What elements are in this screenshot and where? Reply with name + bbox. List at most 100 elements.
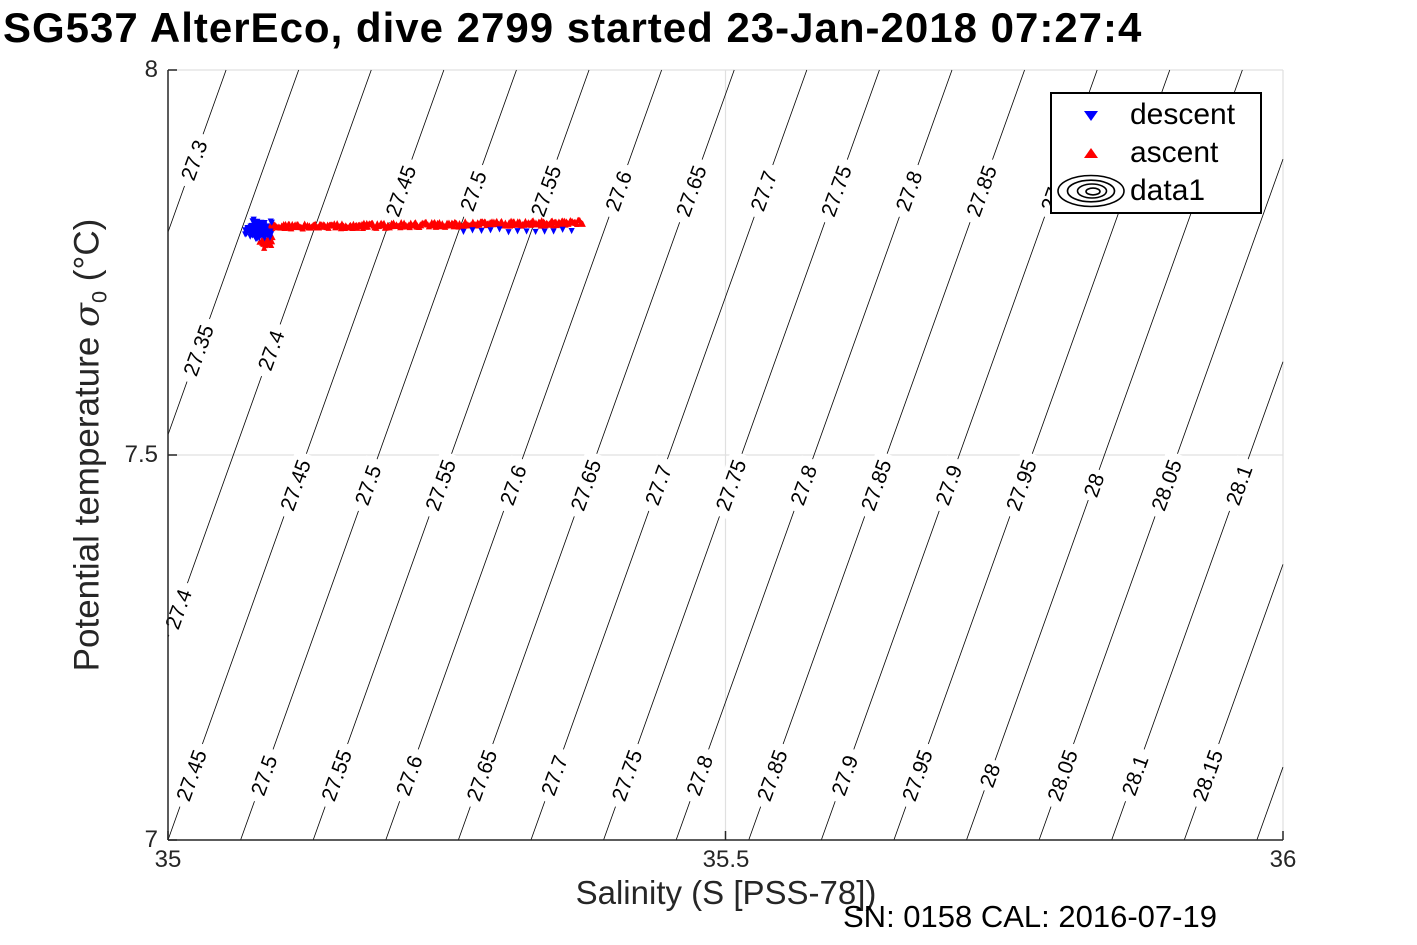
svg-text:27.3: 27.3 [177, 137, 213, 183]
svg-text:27.45: 27.45 [172, 747, 212, 804]
descent-marker [487, 227, 494, 234]
descent-marker [249, 232, 256, 239]
contour-line [1256, 766, 1284, 841]
xtick-35: 35 [154, 846, 182, 873]
ascent-marker [264, 236, 271, 243]
descent-marker [243, 228, 250, 236]
contour-label: 27.75 [708, 449, 753, 521]
sigma-symbol: σ [67, 303, 108, 327]
sigma-subscript: 0 [86, 290, 112, 304]
contour-label: 28.1 [1218, 455, 1260, 515]
descent-marker [260, 230, 268, 237]
contour-label: 27.7 [533, 745, 575, 806]
svg-text:27.4: 27.4 [161, 586, 197, 633]
svg-text:27.8: 27.8 [892, 168, 928, 214]
svg-text:27.65: 27.65 [672, 163, 712, 220]
svg-text:27.75: 27.75 [608, 747, 648, 804]
svg-text:27.95: 27.95 [1002, 457, 1042, 514]
descent-marker [568, 227, 575, 235]
figure-title: SG537 AlterEco, dive 2799 started 23-Jan… [3, 4, 1143, 51]
contour-label: 28.05 [1144, 449, 1189, 521]
contour-label: 27.9 [928, 455, 969, 515]
descent-marker [249, 224, 256, 231]
svg-text:28.05: 28.05 [1147, 457, 1187, 514]
descent-marker [250, 218, 257, 225]
svg-text:27.6: 27.6 [392, 753, 428, 799]
contour-label: 28.1 [1114, 745, 1156, 806]
contour-label: 27.4 [250, 320, 292, 381]
contour-label: 28 [973, 756, 1006, 795]
contour-label: 27.3 [173, 130, 215, 190]
contour-label: 27.75 [813, 155, 859, 227]
ascent-marker [268, 241, 275, 249]
ytick-7-5: 7.5 [124, 441, 158, 468]
contour-label: 27.6 [388, 745, 430, 806]
svg-text:27.5: 27.5 [456, 168, 492, 214]
descent-marker [252, 229, 260, 236]
descent-marker [460, 228, 467, 236]
descent-marker [469, 227, 476, 234]
legend-label-descent: descent [1130, 98, 1236, 131]
contour-label: 27.85 [853, 449, 899, 521]
contour-label: 27.65 [563, 449, 608, 521]
contour-label: 27.4 [157, 579, 199, 639]
y-axis-label: Potential temperature σ0 (°C) [68, 219, 113, 672]
svg-text:27.5: 27.5 [351, 462, 387, 508]
legend-label-ascent: ascent [1130, 136, 1219, 169]
contour-label: 27.85 [749, 740, 795, 811]
svg-text:27.8: 27.8 [682, 753, 718, 799]
svg-text:27.55: 27.55 [421, 457, 461, 514]
ts-diagram-plot-area: 27.3 27.35 27.4 27.4 27.45 27.5 27.55 27.6 27.65… [157, 69, 1284, 841]
svg-text:27.7: 27.7 [537, 753, 573, 799]
svg-text:28.15: 28.15 [1189, 747, 1229, 804]
contour-label: 28.15 [1185, 740, 1230, 811]
xtick-35-5: 35.5 [702, 846, 750, 873]
contour-label: 27.65 [668, 155, 714, 227]
svg-text:27.45: 27.45 [276, 457, 316, 514]
descent-marker [496, 226, 503, 233]
descent-marker [541, 228, 548, 235]
contour-label: 27.85 [959, 155, 1004, 227]
descent-marker [261, 235, 268, 242]
svg-text:27.75: 27.75 [712, 457, 752, 514]
x-axis-label: Salinity (S [PSS-78]) [575, 874, 877, 911]
svg-text:27.55: 27.55 [317, 747, 357, 804]
contour-label: 27.95 [998, 449, 1044, 521]
descent-marker [559, 226, 566, 233]
ytick-7: 7 [144, 826, 158, 853]
svg-text:27.85: 27.85 [753, 747, 793, 804]
descent-marker [478, 227, 485, 235]
contour-label: 27.6 [492, 455, 534, 515]
contour-label: 27.7 [743, 161, 784, 221]
contour-label: 27.8 [679, 745, 720, 806]
contour-label: 27.75 [604, 740, 649, 811]
svg-text:27.85: 27.85 [962, 163, 1002, 220]
svg-text:27.65: 27.65 [567, 457, 607, 514]
descent-marker [267, 218, 274, 225]
contour-label: 28 [1077, 466, 1110, 504]
svg-text:27.95: 27.95 [898, 747, 938, 804]
y-axis-label-units: (°C) [67, 218, 107, 291]
contour-label: 27.55 [314, 740, 359, 811]
descent-marker [262, 223, 270, 230]
svg-text:28.1: 28.1 [1222, 462, 1258, 508]
contour-label: 27.55 [418, 449, 463, 521]
xtick-36: 36 [1269, 846, 1297, 873]
contour-label: 27.5 [452, 161, 494, 221]
legend-row-ascent: ascent [1052, 134, 1260, 172]
svg-text:27.45: 27.45 [382, 163, 422, 220]
descent-marker [550, 228, 557, 235]
ytick-8: 8 [144, 56, 158, 83]
svg-text:27.8: 27.8 [786, 462, 822, 508]
svg-text:27.85: 27.85 [857, 457, 897, 514]
contour-label: 27.8 [783, 455, 824, 515]
svg-text:27.65: 27.65 [463, 747, 503, 804]
svg-text:27.9: 27.9 [932, 462, 968, 508]
descent-marker [523, 228, 530, 235]
svg-text:27.35: 27.35 [179, 322, 219, 379]
contour-label: 27.5 [243, 745, 284, 806]
contour-label: 27.45 [378, 155, 423, 227]
svg-text:28.1: 28.1 [1118, 753, 1154, 799]
ascent-marker [262, 241, 270, 248]
